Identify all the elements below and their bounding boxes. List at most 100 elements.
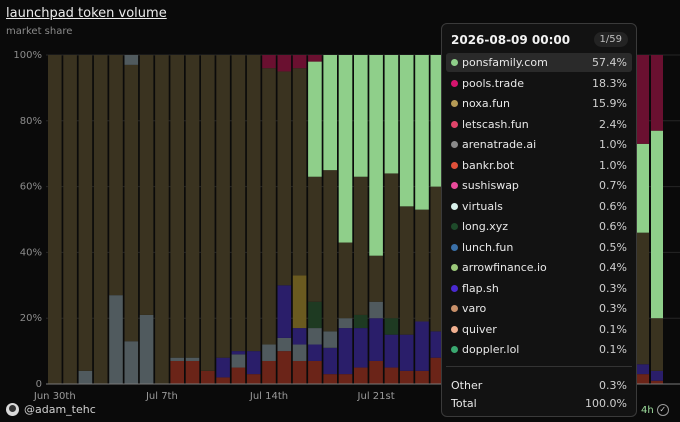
bar-segment[interactable] [651, 130, 663, 319]
bar-segment[interactable] [139, 314, 154, 384]
bar-segment[interactable] [155, 55, 169, 384]
bar-segment[interactable] [369, 55, 383, 256]
bar-segment[interactable] [78, 370, 93, 384]
bar-segment[interactable] [109, 295, 123, 384]
bar-segment[interactable] [277, 351, 292, 384]
bar-segment[interactable] [637, 55, 649, 144]
bar-segment[interactable] [308, 301, 322, 329]
bar-segment[interactable] [216, 55, 230, 358]
bar-segment[interactable] [63, 55, 77, 384]
bar-segment[interactable] [430, 357, 445, 384]
bar-segment[interactable] [338, 242, 353, 319]
bar-segment[interactable] [651, 318, 663, 371]
bar-segment[interactable] [384, 55, 399, 174]
bar-segment[interactable] [292, 328, 307, 345]
bar-segment[interactable] [170, 55, 184, 358]
bar-segment[interactable] [246, 55, 261, 352]
bar-segment[interactable] [170, 357, 184, 361]
bar-segment[interactable] [354, 328, 368, 368]
bar-segment[interactable] [262, 55, 276, 69]
bar-segment[interactable] [369, 255, 383, 302]
author-credit[interactable]: @adam_tehc [6, 403, 96, 416]
bar-segment[interactable] [399, 55, 414, 207]
bar-segment[interactable] [399, 370, 414, 384]
bar-segment[interactable] [338, 55, 353, 243]
bar-segment[interactable] [384, 318, 399, 335]
bar-segment[interactable] [216, 377, 230, 384]
bar-segment[interactable] [323, 331, 337, 348]
bar-segment[interactable] [292, 55, 307, 69]
bar-segment[interactable] [231, 351, 246, 355]
bar-segment[interactable] [262, 344, 276, 361]
bar-segment[interactable] [308, 61, 322, 177]
bar-segment[interactable] [369, 301, 383, 319]
bar-segment[interactable] [124, 55, 139, 65]
bar-segment[interactable] [231, 367, 246, 384]
bar-segment[interactable] [354, 314, 368, 329]
bar-segment[interactable] [185, 357, 200, 361]
bar-segment[interactable] [308, 344, 322, 361]
bar-segment[interactable] [139, 55, 154, 315]
bar-segment[interactable] [216, 357, 230, 378]
bar-segment[interactable] [109, 55, 123, 296]
bar-segment[interactable] [277, 55, 292, 72]
bar-segment[interactable] [384, 173, 399, 319]
bar-segment[interactable] [292, 344, 307, 361]
bar-segment[interactable] [354, 176, 368, 315]
bar-segment[interactable] [262, 68, 276, 345]
bar-segment[interactable] [231, 354, 246, 368]
bar-segment[interactable] [48, 55, 62, 384]
bar-segment[interactable] [415, 370, 429, 384]
bar-segment[interactable] [170, 360, 184, 384]
bar-segment[interactable] [93, 55, 108, 384]
bar-segment[interactable] [637, 364, 649, 375]
bar-segment[interactable] [246, 374, 261, 384]
bar-segment[interactable] [651, 380, 663, 384]
bar-segment[interactable] [415, 209, 429, 322]
bar-segment[interactable] [323, 55, 337, 171]
bar-segment[interactable] [354, 55, 368, 177]
bar-segment[interactable] [338, 328, 353, 375]
bar-segment[interactable] [369, 318, 383, 361]
bar-segment[interactable] [323, 170, 337, 332]
chart-title[interactable]: launchpad token volume [6, 6, 167, 21]
bar-segment[interactable] [651, 55, 663, 131]
bar-segment[interactable] [323, 347, 337, 375]
bar-segment[interactable] [430, 55, 445, 187]
bar-segment[interactable] [637, 232, 649, 365]
bar-segment[interactable] [277, 337, 292, 352]
bar-segment[interactable] [124, 341, 139, 384]
bar-segment[interactable] [637, 143, 649, 233]
bar-segment[interactable] [384, 367, 399, 384]
bar-segment[interactable] [292, 68, 307, 276]
bar-segment[interactable] [323, 374, 337, 384]
bar-segment[interactable] [308, 328, 322, 345]
bar-segment[interactable] [308, 176, 322, 302]
bar-segment[interactable] [262, 360, 276, 384]
bar-segment[interactable] [246, 351, 261, 375]
bar-segment[interactable] [338, 318, 353, 329]
bar-segment[interactable] [231, 55, 246, 352]
bar-segment[interactable] [399, 206, 414, 335]
bar-segment[interactable] [277, 71, 292, 286]
bar-segment[interactable] [637, 374, 649, 384]
bar-segment[interactable] [292, 360, 307, 384]
bar-segment[interactable] [308, 360, 322, 384]
bar-segment[interactable] [651, 370, 663, 381]
bar-segment[interactable] [430, 186, 445, 332]
bar-segment[interactable] [338, 374, 353, 384]
bar-segment[interactable] [185, 360, 200, 384]
bar-segment[interactable] [399, 334, 414, 371]
bar-segment[interactable] [430, 331, 445, 358]
refresh-status[interactable]: 4h ✓ [641, 404, 669, 416]
bar-segment[interactable] [384, 334, 399, 368]
bar-segment[interactable] [308, 55, 322, 62]
bar-segment[interactable] [124, 64, 139, 342]
bar-segment[interactable] [415, 321, 429, 371]
bar-segment[interactable] [201, 370, 215, 384]
bar-segment[interactable] [354, 367, 368, 384]
bar-segment[interactable] [369, 360, 383, 384]
bar-segment[interactable] [277, 285, 292, 338]
bar-segment[interactable] [415, 55, 429, 210]
bar-segment[interactable] [292, 275, 307, 329]
